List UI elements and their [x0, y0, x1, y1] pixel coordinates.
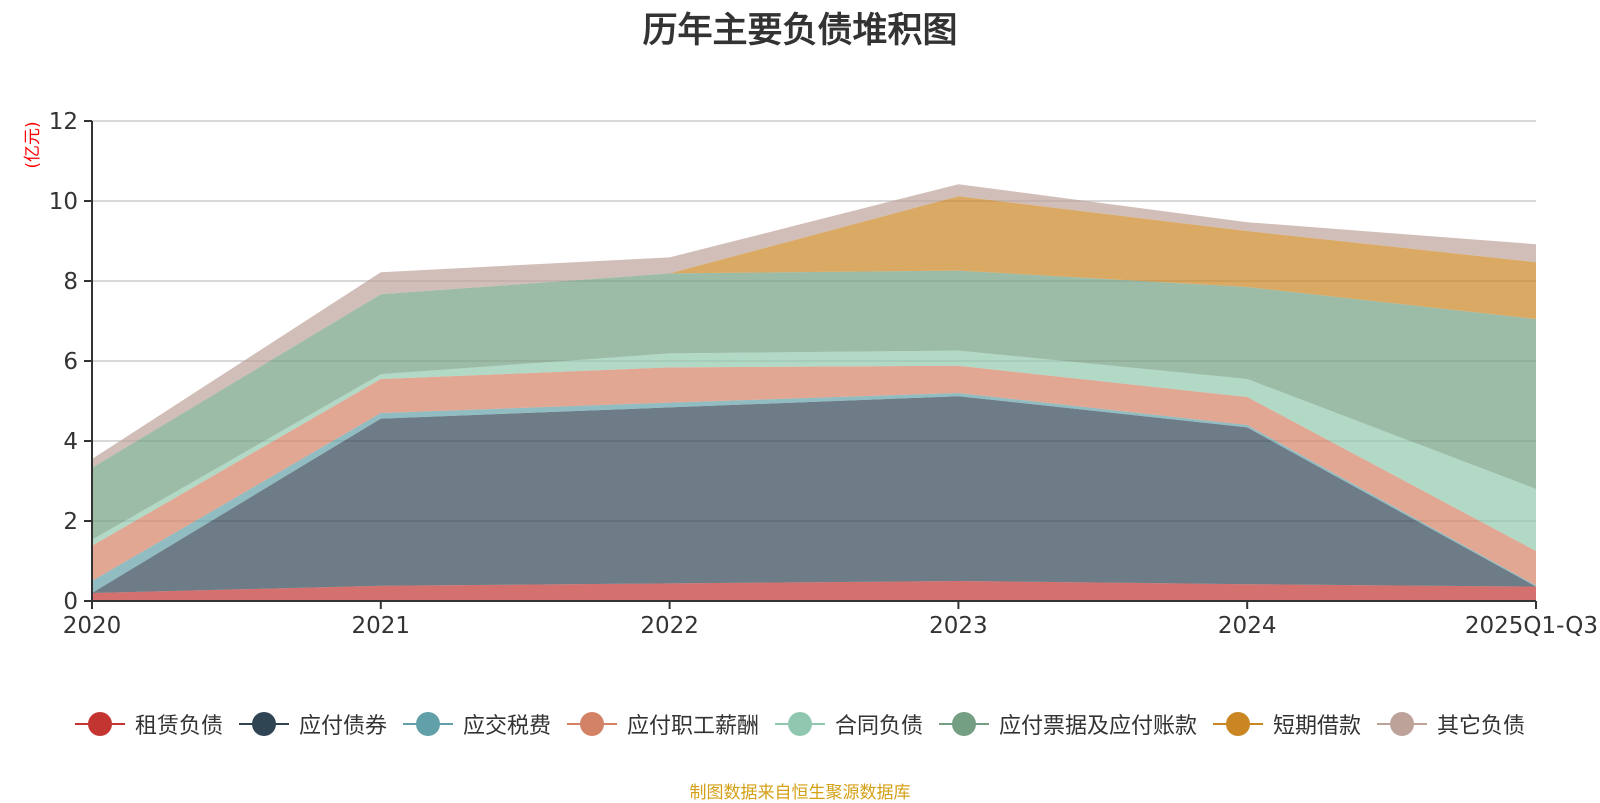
legend-item-2[interactable]: 应交税费 — [402, 708, 551, 740]
area-series-1 — [92, 396, 1536, 593]
legend-marker-icon — [1377, 711, 1428, 737]
x-tick-label: 2020 — [63, 613, 122, 639]
y-tick-label: 10 — [49, 189, 78, 215]
x-tick-label: 2025Q1-Q3 — [1465, 613, 1598, 639]
chart-title: 历年主要负债堆积图 — [642, 11, 958, 51]
legend-marker-icon — [238, 711, 289, 737]
legend-marker-icon — [566, 711, 617, 737]
axis-layer: 0 2 4 6 8 10 12 2020 2021 2022 2023 2024 2025Q1-Q3 — [49, 109, 1598, 639]
legend-label: 应付债券 — [298, 714, 387, 739]
x-tick-label: 2024 — [1218, 613, 1277, 639]
legend-item-7[interactable]: 其它负债 — [1377, 708, 1525, 740]
area-layer — [92, 184, 1536, 601]
y-tick-label: 8 — [63, 269, 78, 295]
legend-label: 短期借款 — [1273, 714, 1362, 739]
x-tick-label: 2022 — [640, 613, 699, 639]
x-tick-label: 2021 — [352, 613, 411, 639]
legend-label: 应付票据及应付账款 — [999, 714, 1198, 739]
legend-item-3[interactable]: 应付职工薪酬 — [566, 708, 759, 740]
legend-marker-icon — [402, 711, 453, 737]
legend-label: 租赁负债 — [134, 714, 223, 739]
legend-item-0[interactable]: 租赁负债 — [74, 708, 223, 740]
legend-marker-icon — [939, 711, 990, 737]
legend-label: 合同负债 — [835, 714, 924, 739]
legend-marker-icon — [74, 711, 125, 737]
legend: 租赁负债 应付债券 应交税费 应付职工薪酬 合同负债 应付票据及应付账款 短期借款 其它负债 — [0, 708, 1600, 740]
area-series-5 — [92, 270, 1536, 540]
legend-label: 应付职工薪酬 — [626, 714, 759, 739]
legend-item-1[interactable]: 应付债券 — [238, 708, 387, 740]
area-series-0 — [92, 581, 1536, 601]
y-tick-label: 2 — [63, 509, 78, 535]
legend-label: 应交税费 — [462, 714, 551, 739]
legend-marker-icon — [1213, 711, 1264, 737]
legend-item-5[interactable]: 应付票据及应付账款 — [939, 708, 1197, 740]
legend-item-4[interactable]: 合同负债 — [775, 708, 923, 740]
source-note: 制图数据来自恒生聚源数据库 — [689, 783, 911, 803]
legend-item-6[interactable]: 短期借款 — [1213, 708, 1361, 740]
legend-label: 其它负债 — [1437, 714, 1526, 739]
y-tick-label: 4 — [63, 429, 78, 455]
y-tick-label: 6 — [63, 349, 78, 375]
legend-marker-icon — [775, 711, 825, 737]
y-tick-label: 12 — [49, 109, 78, 135]
area-series-6 — [92, 196, 1536, 468]
y-tick-label: 0 — [63, 589, 78, 615]
x-tick-label: 2023 — [929, 613, 988, 639]
y-axis-label: (亿元) — [23, 121, 43, 168]
